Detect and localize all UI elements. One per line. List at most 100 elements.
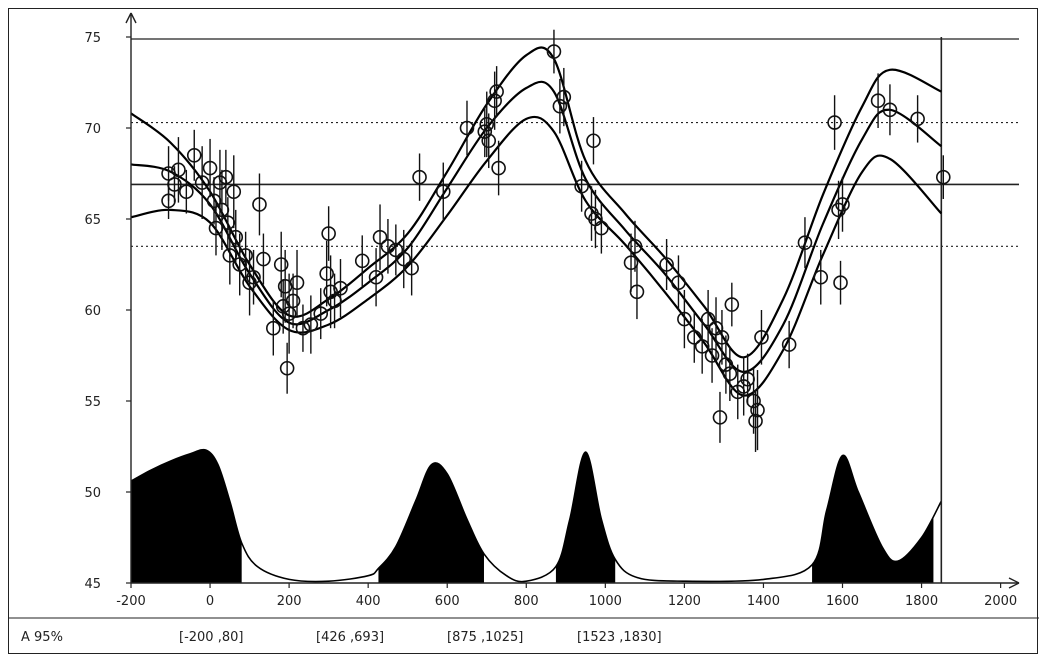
data-point	[179, 169, 194, 214]
point-marker	[629, 284, 645, 300]
data-point	[835, 177, 850, 232]
point-marker	[552, 98, 568, 114]
data-point	[380, 219, 396, 274]
x-tick-label: -200	[116, 594, 146, 609]
point-marker	[686, 329, 702, 345]
point-marker	[813, 269, 829, 285]
y-tick-label: 70	[84, 122, 101, 137]
data-point	[797, 217, 813, 269]
point-marker	[870, 93, 886, 108]
data-point	[489, 66, 504, 118]
point-marker	[736, 379, 751, 394]
point-marker	[412, 169, 427, 185]
ci-interval: [-200 ,80]	[179, 630, 243, 645]
data-point	[396, 229, 412, 289]
point-marker	[388, 242, 404, 258]
point-marker	[218, 169, 234, 185]
data-point	[629, 264, 645, 320]
probability-density	[130, 448, 943, 583]
data-point	[194, 146, 210, 219]
point-marker	[714, 329, 730, 345]
data-point	[238, 231, 253, 280]
x-tick-label: 1800	[905, 594, 938, 609]
curve-1	[130, 80, 942, 374]
data-point	[313, 288, 329, 340]
data-point	[171, 137, 186, 203]
data-point	[202, 138, 218, 198]
data-point	[319, 240, 334, 307]
tick-labels: -200 0 200 400 600 800 1000 1200 1400 1600 1800 200…	[84, 31, 1017, 609]
point-marker	[827, 115, 842, 130]
data-point	[281, 273, 297, 354]
data-point	[704, 328, 720, 383]
data-point	[594, 202, 609, 254]
point-marker	[459, 120, 475, 136]
data-point	[266, 300, 281, 356]
density-curve	[130, 448, 943, 583]
data-point	[388, 224, 404, 276]
x-tick-label: 0	[206, 594, 214, 609]
curve-2	[130, 115, 943, 397]
point-marker	[289, 275, 305, 291]
data-point	[754, 310, 769, 365]
data-point	[303, 295, 319, 354]
chart-frame: -200 0 200 400 600 800 1000 1200 1400 1600 1800 200…	[8, 8, 1039, 654]
point-marker	[266, 320, 281, 336]
data-point	[659, 239, 674, 290]
point-marker	[489, 84, 504, 99]
data-point	[323, 255, 338, 329]
point-marker	[677, 311, 692, 327]
point-marker	[354, 253, 370, 269]
data-point	[228, 209, 244, 265]
data-point	[404, 240, 419, 296]
data-point	[487, 71, 502, 130]
point-marker	[724, 297, 740, 312]
data-point	[333, 259, 348, 318]
curves	[130, 46, 943, 397]
point-marker	[481, 133, 497, 149]
data-point	[477, 106, 493, 158]
x-tick-label: 1000	[589, 594, 622, 609]
y-tick-label: 50	[84, 486, 101, 501]
point-marker	[487, 93, 502, 108]
point-marker	[171, 162, 186, 178]
data-point	[750, 370, 765, 451]
point-marker	[594, 220, 609, 236]
data-point	[586, 117, 601, 165]
point-marker	[323, 284, 338, 300]
point-marker	[238, 248, 253, 263]
point-marker	[797, 235, 813, 250]
point-marker	[671, 275, 686, 291]
point-marker	[477, 124, 493, 139]
point-marker	[754, 329, 769, 345]
point-marker	[722, 366, 738, 382]
ci-label: A 95%	[21, 630, 63, 645]
ci-row: A 95% [-200 ,80] [426 ,693] [875 ,1025] …	[9, 617, 1039, 645]
data-point	[936, 155, 951, 199]
point-marker	[627, 239, 643, 254]
data-point	[354, 235, 370, 287]
y-tick-label: 55	[84, 395, 101, 410]
point-marker	[179, 184, 194, 199]
point-marker	[435, 184, 451, 199]
point-marker	[833, 275, 848, 291]
point-marker	[295, 320, 311, 336]
point-marker	[748, 413, 763, 429]
point-marker	[186, 148, 202, 163]
data-point	[289, 249, 305, 316]
data-point	[746, 368, 761, 434]
data-point	[459, 100, 475, 156]
data-point	[218, 149, 234, 205]
ci-interval: [1523 ,1830]	[577, 630, 662, 645]
point-marker	[750, 402, 765, 418]
point-marker	[546, 44, 562, 59]
data-point	[736, 357, 751, 416]
y-tick-label: 75	[84, 31, 101, 46]
data-point	[372, 204, 388, 270]
data-point	[186, 129, 202, 181]
data-point	[833, 260, 848, 305]
data-point	[712, 391, 728, 443]
chart: -200 0 200 400 600 800 1000 1200 1400 1600 1800 200…	[9, 12, 1039, 645]
data-point	[718, 335, 734, 394]
x-axis-arrow	[1008, 577, 1020, 589]
